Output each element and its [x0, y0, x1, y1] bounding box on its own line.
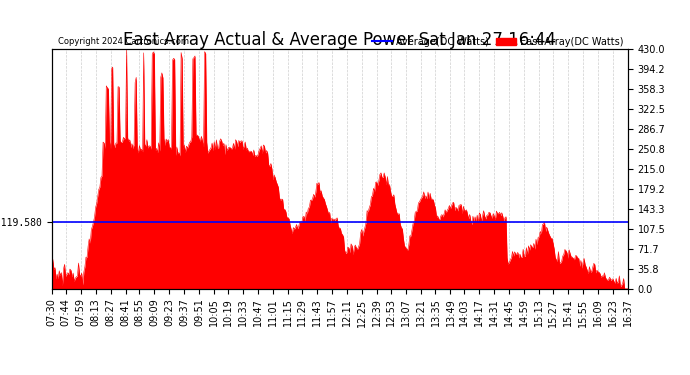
- Text: Copyright 2024 Cartronics.com: Copyright 2024 Cartronics.com: [57, 38, 188, 46]
- Legend: Average(DC Watts), East Array(DC Watts): Average(DC Watts), East Array(DC Watts): [372, 37, 623, 47]
- Title: East Array Actual & Average Power Sat Jan 27 16:44: East Array Actual & Average Power Sat Ja…: [124, 31, 556, 49]
